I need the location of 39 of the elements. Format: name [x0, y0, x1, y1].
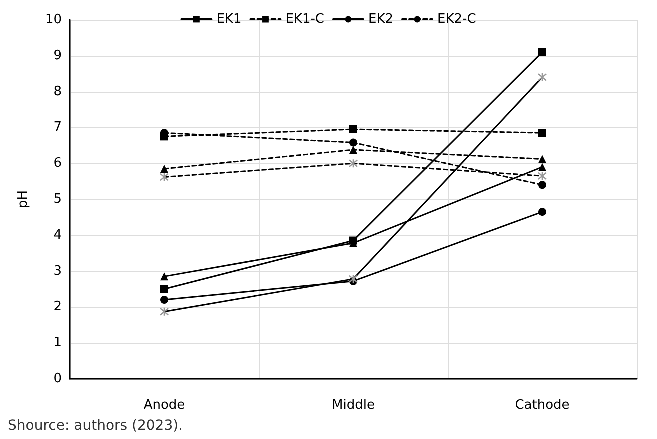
y-axis-title: pH: [16, 190, 31, 209]
point: [538, 208, 546, 216]
text: Shource: authors (2023).: [8, 418, 184, 434]
point: [538, 48, 546, 56]
point: [538, 163, 546, 172]
x-tick-label: Cathode: [515, 398, 570, 413]
point: [160, 164, 168, 173]
y-tick-label: 3: [54, 264, 62, 279]
legend-label: EK2-C: [438, 12, 476, 27]
y-tick-label: 4: [54, 228, 62, 243]
y-tick-label: 10: [45, 12, 62, 28]
point: [350, 138, 358, 147]
x-tick-label: Anode: [144, 398, 186, 413]
y-tick-label: 9: [54, 48, 62, 64]
y-tick-label: 1: [54, 336, 62, 351]
point: [160, 307, 170, 317]
point: [348, 274, 358, 284]
point: [538, 172, 548, 181]
y-tick-label: 8: [54, 84, 62, 100]
y-tick-label: 6: [54, 156, 62, 172]
point: [538, 181, 546, 190]
legend-label: EK1: [216, 12, 242, 27]
y-tick-label: 0: [54, 372, 62, 386]
y-tick-label: 5: [54, 192, 62, 207]
y-tick-label: 2: [54, 300, 62, 315]
legend-label: EK1-C: [286, 12, 325, 27]
y-tick-label: 7: [54, 120, 62, 136]
point: [350, 125, 358, 134]
point: [538, 72, 548, 82]
point: [160, 272, 168, 281]
point: [348, 158, 358, 168]
point: [160, 285, 168, 294]
point: [538, 155, 546, 164]
point: [160, 172, 170, 182]
point: [350, 146, 358, 154]
legend-label: EK2: [368, 12, 394, 27]
point: [160, 296, 168, 304]
point: [538, 129, 546, 138]
x-tick-label: Middle: [332, 398, 375, 413]
